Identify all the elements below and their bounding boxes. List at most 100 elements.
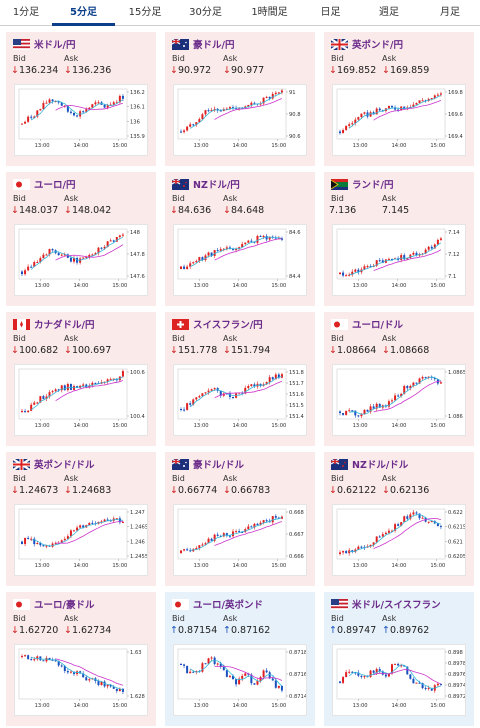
candle [250, 240, 253, 242]
y-tick-label: 1.2465 [130, 525, 147, 531]
candle [88, 385, 91, 388]
candle [51, 543, 54, 547]
tab-7[interactable]: 月足 [440, 7, 460, 18]
candle [207, 538, 210, 544]
tab-4[interactable]: 1時間足 [251, 7, 288, 18]
rate-card[interactable]: 米ドル/円 Bid Ask ↓136.234 ↓136.236 136.2 136.1 136… [6, 32, 156, 166]
mini-candle-chart[interactable]: 0.622 0.6215 0.621 0.6205 13:00 14:00 15:00 [332, 504, 466, 576]
candle [213, 388, 216, 390]
mini-candle-chart[interactable]: 1.247 1.2465 1.246 1.2455 13:00 14:00 15:00 [14, 504, 148, 576]
candle [369, 112, 372, 117]
rate-card[interactable]: NZドル/円 Bid Ask ↓84.636 ↓84.648 84.6 84.4 13:00 1… [165, 172, 315, 306]
candle [415, 382, 418, 384]
bid-ask-values: ↓1.62720 ↓1.62734 [11, 625, 111, 636]
rate-card[interactable]: スイスフラン/円 Bid Ask ↓151.778 ↓151.794 151.8 151.7… [165, 312, 315, 446]
candle [241, 675, 244, 679]
card-header: 豪ドル/ドル [172, 458, 244, 471]
candle [265, 382, 268, 385]
candle [115, 518, 118, 520]
pair-name[interactable]: ユーロ/ドル [352, 320, 403, 331]
mini-candle-chart[interactable]: 0.898 0.8978 0.8976 0.8974 0.8972 13:00 14:00 1… [332, 644, 466, 716]
rate-card[interactable]: 豪ドル/円 Bid Ask ↓90.972 ↓90.977 91 90.8 90.6 13:00… [165, 32, 315, 166]
candle [48, 392, 51, 397]
candle [412, 104, 415, 108]
candle [88, 107, 91, 110]
tab-0[interactable]: 1分足 [12, 7, 40, 18]
mini-candle-chart[interactable]: 91 90.8 90.6 13:00 14:00 15:00 [173, 84, 307, 156]
candle [250, 384, 253, 386]
tab-2[interactable]: 15分足 [128, 7, 162, 18]
card-header: 米ドル/スイスフラン [331, 598, 441, 611]
y-tick-label: 0.6215 [448, 525, 465, 531]
pair-name[interactable]: ユーロ/英ポンド [193, 600, 263, 611]
candle [424, 376, 427, 378]
mini-candle-chart[interactable]: 151.8 151.7 151.6 151.5 151.4 13:00 14:00 15:00 [173, 364, 307, 436]
bid-ask-labels: Bid Ask [172, 474, 237, 483]
y-tick-label: 0.8978 [448, 661, 465, 667]
candle [406, 386, 409, 389]
rate-card[interactable]: ユーロ/英ポンド Bid Ask ↑0.87154 ↑0.87162 0.8718 0.87… [165, 592, 315, 726]
rate-card[interactable]: NZドル/ドル Bid Ask ↓0.62122 ↓0.62136 0.622 0.6215… [324, 452, 474, 586]
pair-name[interactable]: ユーロ/円 [34, 180, 76, 191]
mini-candle-chart[interactable]: 136.2 136.1 136 135.9 13:00 14:00 15:00 [14, 84, 148, 156]
tab-3[interactable]: 30分足 [189, 7, 222, 18]
rate-card[interactable]: 英ポンド/円 Bid Ask ↓169.852 ↓169.859 169.8 169.6 16… [324, 32, 474, 166]
candle [82, 384, 85, 386]
rate-card[interactable]: ユーロ/ドル Bid Ask ↓1.08664 ↓1.08668 1.0865 1.086 1… [324, 312, 474, 446]
pair-name[interactable]: カナダドル/円 [34, 320, 95, 331]
rate-card[interactable]: カナダドル/円 Bid Ask ↓100.682 ↓100.697 100.6 100.4 1… [6, 312, 156, 446]
pair-name[interactable]: 豪ドル/円 [193, 40, 235, 51]
pair-name[interactable]: 英ポンド/ドル [34, 460, 95, 471]
bid-ask-values: ↓90.972 ↓90.977 [170, 65, 264, 76]
mini-candle-chart[interactable]: 169.8 169.6 169.4 13:00 14:00 15:00 [332, 84, 466, 156]
x-tick-label: 14:00 [391, 563, 406, 569]
mini-candle-chart[interactable]: 84.6 84.4 13:00 14:00 15:00 [173, 224, 307, 296]
pair-name[interactable]: NZドル/ドル [352, 460, 409, 471]
rate-card[interactable]: 豪ドル/ドル Bid Ask ↓0.66774 ↓0.66783 0.668 0.667 0.… [165, 452, 315, 586]
tab-5[interactable]: 日足 [320, 7, 341, 18]
rate-card[interactable]: ランド/円 Bid Ask 7.136 7.145 7.14 7.12 7.1 13:00 14:… [324, 172, 474, 306]
bid-ask-labels: Bid Ask [172, 194, 237, 203]
tab-6[interactable]: 週足 [379, 7, 399, 18]
x-tick-label: 13:00 [35, 563, 50, 569]
pair-name[interactable]: 豪ドル/ドル [193, 460, 244, 471]
mini-candle-chart[interactable]: 0.8718 0.8716 0.8714 13:00 14:00 15:00 [173, 644, 307, 716]
candle [228, 535, 231, 537]
candle [106, 519, 109, 521]
rate-card[interactable]: ユーロ/豪ドル Bid Ask ↓1.62720 ↓1.62734 1.63 1.628 13… [6, 592, 156, 726]
pair-name[interactable]: ランド/円 [352, 180, 394, 191]
tab-1[interactable]: 5分足 [52, 0, 115, 26]
pair-name[interactable]: 英ポンド/円 [352, 40, 403, 51]
candle [391, 530, 393, 532]
x-tick-label: 14:00 [73, 283, 88, 289]
candle [195, 260, 198, 263]
mini-candle-chart[interactable]: 0.668 0.667 0.666 13:00 14:00 15:00 [173, 504, 307, 576]
rate-card[interactable]: ユーロ/円 Bid Ask ↓148.037 ↓148.042 148 147.8 147.6… [6, 172, 156, 306]
mini-candle-chart[interactable]: 7.14 7.12 7.1 13:00 14:00 15:00 [332, 224, 466, 296]
candle [372, 406, 375, 409]
candle [192, 671, 195, 673]
candle [198, 545, 201, 549]
rate-card[interactable]: 英ポンド/ドル Bid Ask ↓1.24673 ↓1.24683 1.247 1.2465… [6, 452, 156, 586]
flag-eu-icon [331, 318, 348, 330]
ma-short-line [189, 376, 283, 408]
candle [351, 550, 354, 552]
bid-ask-labels: Bid Ask [331, 194, 396, 203]
ask-arrow-icon: ↓ [223, 485, 231, 496]
pair-name[interactable]: 米ドル/円 [34, 40, 76, 51]
candle [94, 382, 97, 384]
mini-candle-chart[interactable]: 1.63 1.628 13:00 14:00 15:00 [14, 644, 148, 716]
pair-name[interactable]: NZドル/円 [193, 180, 240, 191]
candle [210, 538, 213, 541]
mini-candle-chart[interactable]: 100.6 100.4 13:00 14:00 15:00 [14, 364, 148, 436]
y-tick-label: 147.6 [130, 274, 145, 280]
pair-name[interactable]: スイスフラン/円 [193, 320, 263, 331]
bid-ask-values: ↓169.852 ↓169.859 [329, 65, 429, 76]
pair-name[interactable]: 米ドル/スイスフラン [352, 600, 441, 611]
rate-card[interactable]: 米ドル/スイスフラン Bid Ask ↑0.89747 ↑0.89762 0.898 0.8… [324, 592, 474, 726]
candle [201, 663, 204, 672]
mini-candle-chart[interactable]: 1.0865 1.086 13:00 14:00 15:00 [332, 364, 466, 436]
candle [409, 254, 412, 258]
mini-candle-chart[interactable]: 148 147.8 147.6 13:00 14:00 15:00 [14, 224, 148, 296]
pair-name[interactable]: ユーロ/豪ドル [34, 600, 95, 611]
